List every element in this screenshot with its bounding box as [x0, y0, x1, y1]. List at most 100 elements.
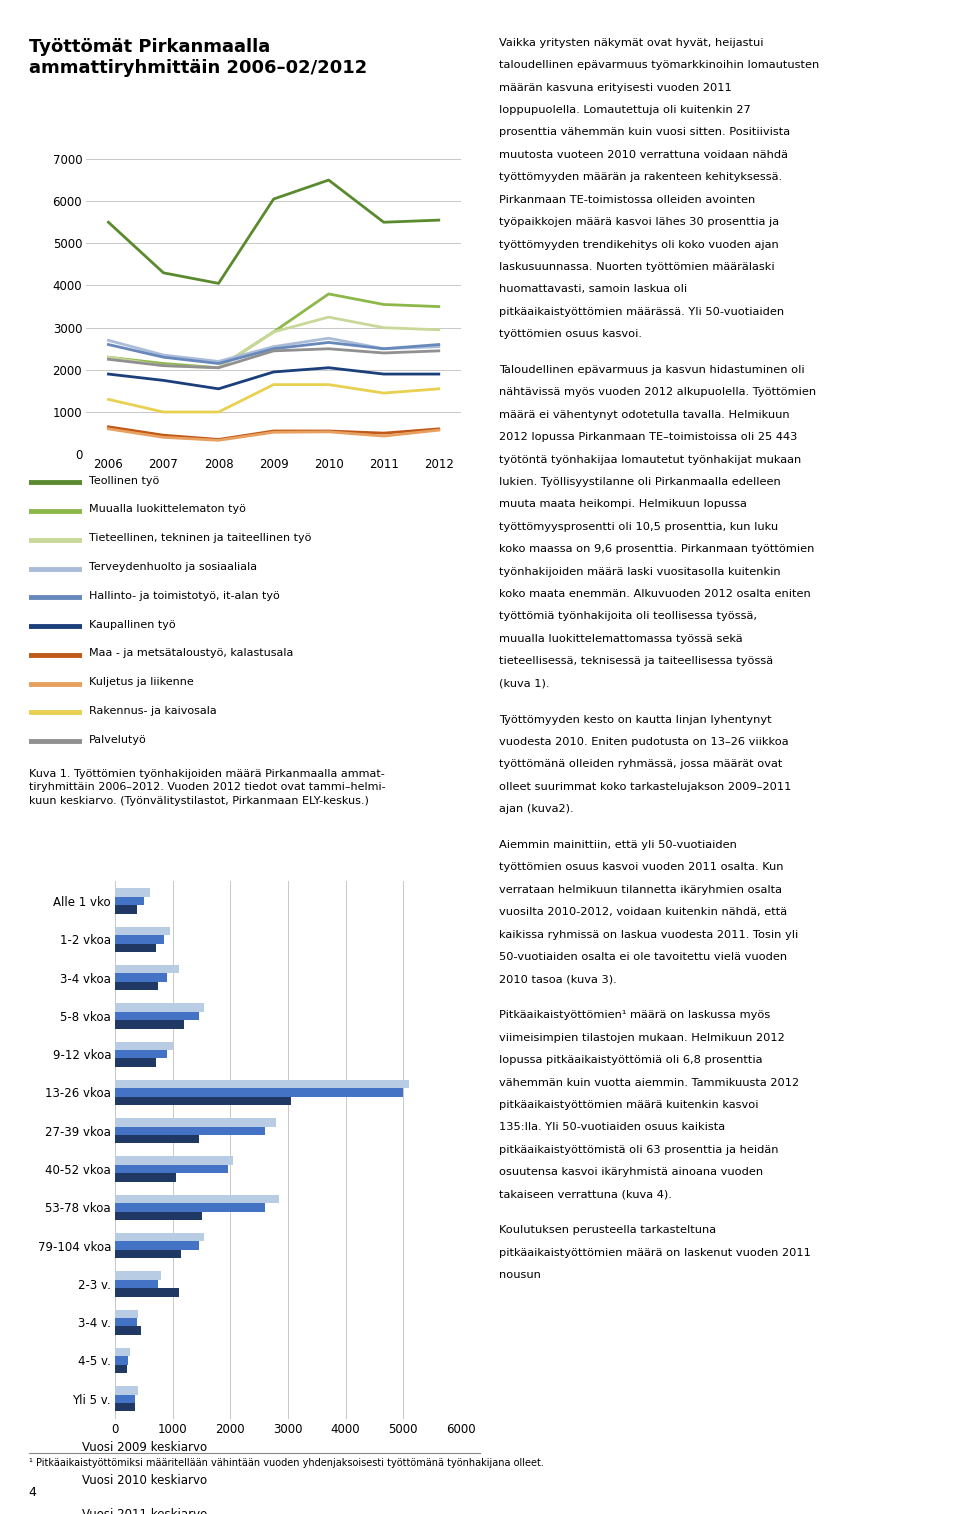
- Text: viimeisimpien tilastojen mukaan. Helmikuun 2012: viimeisimpien tilastojen mukaan. Helmiku…: [499, 1033, 785, 1043]
- Text: loppupuolella. Lomautettuja oli kuitenkin 27: loppupuolella. Lomautettuja oli kuitenki…: [499, 104, 751, 115]
- Bar: [115, 1164, 228, 1173]
- Bar: [115, 1096, 291, 1105]
- Text: työnhakijoiden määrä laski vuositasolla kuitenkin: työnhakijoiden määrä laski vuositasolla …: [499, 566, 780, 577]
- Text: työttömyysprosentti oli 10,5 prosenttia, kun luku: työttömyysprosentti oli 10,5 prosenttia,…: [499, 522, 779, 531]
- Text: laskusuunnassa. Nuorten työttömien määrälaski: laskusuunnassa. Nuorten työttömien määrä…: [499, 262, 775, 273]
- Bar: [115, 1136, 199, 1143]
- Bar: [115, 1326, 141, 1335]
- Text: Taloudellinen epävarmuus ja kasvun hidastuminen oli: Taloudellinen epävarmuus ja kasvun hidas…: [499, 365, 804, 375]
- Bar: [115, 1204, 265, 1211]
- Text: takaiseen verrattuna (kuva 4).: takaiseen verrattuna (kuva 4).: [499, 1190, 672, 1199]
- Text: ¹ Pitkäaikaistyöttömiksi määritellään vähintään vuoden yhdenjaksoisesti työttömä: ¹ Pitkäaikaistyöttömiksi määritellään vä…: [29, 1458, 543, 1469]
- Bar: [115, 936, 164, 943]
- Bar: [115, 1272, 161, 1279]
- Text: työttömien osuus kasvoi vuoden 2011 osalta. Kun: työttömien osuus kasvoi vuoden 2011 osal…: [499, 863, 783, 872]
- Bar: [115, 1357, 129, 1364]
- Text: vähemmän kuin vuotta aiemmin. Tammikuusta 2012: vähemmän kuin vuotta aiemmin. Tammikuust…: [499, 1078, 800, 1087]
- Text: Vuosi 2009 keskiarvo: Vuosi 2009 keskiarvo: [82, 1441, 206, 1453]
- Text: muuta maata heikompi. Helmikuun lopussa: muuta maata heikompi. Helmikuun lopussa: [499, 500, 747, 509]
- Text: 2010 tasoa (kuva 3).: 2010 tasoa (kuva 3).: [499, 975, 617, 984]
- Text: 2012 lopussa Pirkanmaan TE–toimistoissa oli 25 443: 2012 lopussa Pirkanmaan TE–toimistoissa …: [499, 431, 798, 442]
- Text: osuutensa kasvoi ikäryhmistä ainoana vuoden: osuutensa kasvoi ikäryhmistä ainoana vuo…: [499, 1167, 763, 1178]
- Text: taloudellinen epävarmuus työmarkkinoihin lomautusten: taloudellinen epävarmuus työmarkkinoihin…: [499, 61, 820, 70]
- Text: Koulutuksen perusteella tarkasteltuna: Koulutuksen perusteella tarkasteltuna: [499, 1225, 716, 1235]
- Text: Pirkanmaan TE-toimistossa olleiden avointen: Pirkanmaan TE-toimistossa olleiden avoin…: [499, 195, 756, 204]
- Bar: [115, 1058, 156, 1067]
- Bar: [115, 1288, 179, 1296]
- Text: vuodesta 2010. Eniten pudotusta on 13–26 viikkoa: vuodesta 2010. Eniten pudotusta on 13–26…: [499, 737, 789, 746]
- Text: määrän kasvuna erityisesti vuoden 2011: määrän kasvuna erityisesti vuoden 2011: [499, 83, 732, 92]
- Text: koko maata enemmän. Alkuvuoden 2012 osalta eniten: koko maata enemmän. Alkuvuoden 2012 osal…: [499, 589, 811, 600]
- Text: Aiemmin mainittiin, että yli 50-vuotiaiden: Aiemmin mainittiin, että yli 50-vuotiaid…: [499, 840, 737, 849]
- Text: verrataan helmikuun tilannetta ikäryhmien osalta: verrataan helmikuun tilannetta ikäryhmie…: [499, 884, 782, 895]
- Text: työttömänä olleiden ryhmässä, jossa määrät ovat: työttömänä olleiden ryhmässä, jossa määr…: [499, 760, 782, 769]
- Text: työttömyyden määrän ja rakenteen kehityksessä.: työttömyyden määrän ja rakenteen kehityk…: [499, 173, 782, 182]
- Text: ajan (kuva2).: ajan (kuva2).: [499, 804, 574, 815]
- Text: Työttömät Pirkanmaalla
ammattiryhmittäin 2006–02/2012: Työttömät Pirkanmaalla ammattiryhmittäin…: [29, 38, 367, 77]
- Text: työttömyyden trendikehitys oli koko vuoden ajan: työttömyyden trendikehitys oli koko vuod…: [499, 239, 779, 250]
- Text: Vaikka yritysten näkymät ovat hyvät, heijastui: Vaikka yritysten näkymät ovat hyvät, hei…: [499, 38, 764, 48]
- Text: Kuva 1. Työttömien työnhakijoiden määrä Pirkanmaalla ammat-
tiryhmittäin 2006–20: Kuva 1. Työttömien työnhakijoiden määrä …: [29, 769, 385, 805]
- Bar: [115, 981, 158, 990]
- Bar: [115, 964, 179, 974]
- Text: pitkäaikaistyöttömien määrä on laskenut vuoden 2011: pitkäaikaistyöttömien määrä on laskenut …: [499, 1248, 811, 1258]
- Text: 4: 4: [29, 1485, 36, 1499]
- Bar: [115, 1157, 233, 1164]
- Text: Pitkäaikaistyöttömien¹ määrä on laskussa myös: Pitkäaikaistyöttömien¹ määrä on laskussa…: [499, 1010, 771, 1020]
- Text: pitkäaikaistyöttömien määrä kuitenkin kasvoi: pitkäaikaistyöttömien määrä kuitenkin ka…: [499, 1101, 758, 1110]
- Text: työtöntä työnhakijaa lomautetut työnhakijat mukaan: työtöntä työnhakijaa lomautetut työnhaki…: [499, 454, 802, 465]
- Text: muualla luokittelemattomassa työssä sekä: muualla luokittelemattomassa työssä sekä: [499, 634, 743, 643]
- Text: pitkäaikaistyöttömien määrässä. Yli 50-vuotiaiden: pitkäaikaistyöttömien määrässä. Yli 50-v…: [499, 307, 784, 316]
- Text: Palvelutyö: Palvelutyö: [89, 734, 147, 745]
- Text: Teollinen työ: Teollinen työ: [89, 475, 159, 486]
- Text: kaikissa ryhmissä on laskua vuodesta 2011. Tosin yli: kaikissa ryhmissä on laskua vuodesta 201…: [499, 930, 799, 940]
- Bar: [115, 896, 144, 905]
- Bar: [115, 1011, 199, 1020]
- Bar: [115, 1051, 167, 1058]
- Bar: [115, 1403, 135, 1411]
- Text: työttömiä työnhakijoita oli teollisessa työssä,: työttömiä työnhakijoita oli teollisessa …: [499, 612, 757, 621]
- Bar: [115, 1195, 279, 1204]
- Text: koko maassa on 9,6 prosenttia. Pirkanmaan työttömien: koko maassa on 9,6 prosenttia. Pirkanmaa…: [499, 544, 815, 554]
- Bar: [115, 1387, 138, 1394]
- Text: Kuljetus ja liikenne: Kuljetus ja liikenne: [89, 677, 194, 687]
- Bar: [115, 1079, 409, 1089]
- Bar: [115, 1241, 199, 1249]
- Bar: [115, 927, 170, 936]
- Text: Vuosi 2011 keskiarvo: Vuosi 2011 keskiarvo: [82, 1508, 206, 1514]
- Bar: [115, 1126, 265, 1136]
- Text: lukien. Työllisyystilanne oli Pirkanmaalla edelleen: lukien. Työllisyystilanne oli Pirkanmaal…: [499, 477, 780, 488]
- Text: Kaupallinen työ: Kaupallinen työ: [89, 619, 176, 630]
- Bar: [115, 1173, 176, 1181]
- Text: huomattavasti, samoin laskua oli: huomattavasti, samoin laskua oli: [499, 285, 687, 294]
- Text: 50-vuotiaiden osalta ei ole tavoitettu vielä vuoden: 50-vuotiaiden osalta ei ole tavoitettu v…: [499, 952, 787, 961]
- Text: tieteellisessä, teknisessä ja taiteellisessa työssä: tieteellisessä, teknisessä ja taiteellis…: [499, 656, 774, 666]
- Text: prosenttia vähemmän kuin vuosi sitten. Positiivista: prosenttia vähemmän kuin vuosi sitten. P…: [499, 127, 790, 138]
- Bar: [115, 1347, 130, 1357]
- Text: Hallinto- ja toimistotyö, it‑alan työ: Hallinto- ja toimistotyö, it‑alan työ: [89, 590, 280, 601]
- Bar: [115, 1089, 403, 1096]
- Bar: [115, 1004, 204, 1011]
- Text: lopussa pitkäaikaistyöttömiä oli 6,8 prosenttia: lopussa pitkäaikaistyöttömiä oli 6,8 pro…: [499, 1055, 762, 1066]
- Bar: [115, 1249, 181, 1258]
- Text: vuosilta 2010-2012, voidaan kuitenkin nähdä, että: vuosilta 2010-2012, voidaan kuitenkin nä…: [499, 907, 787, 917]
- Text: Maa - ja metsätaloustyö, kalastusala: Maa - ja metsätaloustyö, kalastusala: [89, 648, 294, 659]
- Text: nousun: nousun: [499, 1270, 541, 1281]
- Bar: [115, 889, 150, 896]
- Text: työpaikkojen määrä kasvoi lähes 30 prosenttia ja: työpaikkojen määrä kasvoi lähes 30 prose…: [499, 217, 780, 227]
- Text: Tieteellinen, tekninen ja taiteellinen työ: Tieteellinen, tekninen ja taiteellinen t…: [89, 533, 312, 544]
- Text: Työttömyyden kesto on kautta linjan lyhentynyt: Työttömyyden kesto on kautta linjan lyhe…: [499, 715, 772, 725]
- Bar: [115, 1279, 158, 1288]
- Bar: [115, 1364, 127, 1373]
- Text: Rakennus- ja kaivosala: Rakennus- ja kaivosala: [89, 706, 217, 716]
- Bar: [115, 974, 167, 981]
- Text: pitkäaikaistyöttömistä oli 63 prosenttia ja heidän: pitkäaikaistyöttömistä oli 63 prosenttia…: [499, 1145, 779, 1155]
- Bar: [115, 1119, 276, 1126]
- Text: Terveydenhuolto ja sosiaaliala: Terveydenhuolto ja sosiaaliala: [89, 562, 257, 572]
- Text: työttömien osuus kasvoi.: työttömien osuus kasvoi.: [499, 329, 642, 339]
- Text: 135:lla. Yli 50-vuotiaiden osuus kaikista: 135:lla. Yli 50-vuotiaiden osuus kaikist…: [499, 1122, 726, 1132]
- Bar: [115, 1211, 202, 1220]
- Text: muutosta vuoteen 2010 verrattuna voidaan nähdä: muutosta vuoteen 2010 verrattuna voidaan…: [499, 150, 788, 160]
- Bar: [115, 1020, 184, 1028]
- Bar: [115, 943, 156, 952]
